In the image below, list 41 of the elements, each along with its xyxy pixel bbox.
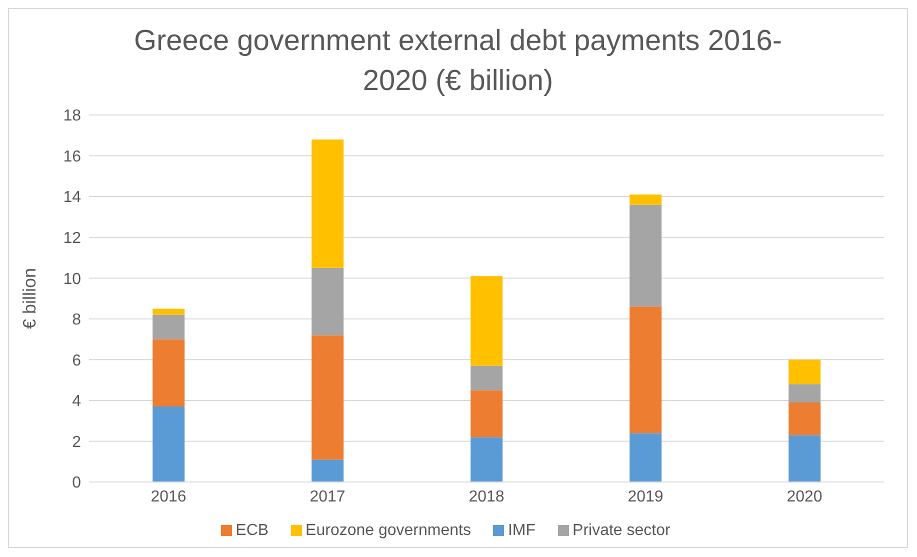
- y-tick-label: 8: [72, 312, 82, 329]
- bar: [630, 306, 662, 434]
- bar: [788, 402, 821, 436]
- bar: [152, 314, 185, 340]
- x-tick-label: 2019: [628, 488, 664, 506]
- legend-label: IMF: [508, 522, 536, 539]
- y-tick-label: 14: [63, 189, 82, 206]
- x-tick-label: 2017: [310, 488, 346, 506]
- y-tick-label: 18: [63, 108, 82, 125]
- x-tick-label: 2020: [786, 488, 822, 506]
- bar: [312, 268, 344, 336]
- bar: [152, 406, 185, 482]
- bar: [312, 139, 344, 268]
- bar: [788, 360, 821, 384]
- y-tick-label: 2: [72, 434, 82, 451]
- legend-label: Eurozone governments: [306, 522, 471, 539]
- y-axis-title: € billion: [19, 268, 40, 330]
- bar: [470, 276, 503, 366]
- y-tick-label: 0: [72, 474, 82, 492]
- bar: [152, 308, 185, 315]
- y-tick-label: 10: [63, 270, 82, 288]
- bar: [312, 335, 344, 460]
- legend-label: ECB: [236, 522, 269, 539]
- bar: [630, 204, 662, 307]
- legend-label: Private sector: [572, 522, 670, 539]
- bar: [470, 437, 503, 482]
- y-tick-label: 4: [72, 393, 82, 410]
- y-tick-label: 6: [72, 352, 82, 370]
- bar: [152, 339, 185, 407]
- x-tick-label: 2018: [468, 488, 504, 506]
- bar: [470, 366, 503, 390]
- y-tick-label: 12: [63, 230, 82, 248]
- bar: [788, 435, 821, 482]
- bar: [788, 384, 821, 402]
- bar: [470, 390, 503, 438]
- bar: [630, 194, 662, 205]
- chart-title: Greece government external debt payments 2016-2020 (€ billion): [132, 24, 784, 99]
- bar: [312, 460, 344, 482]
- x-tick-label: 2016: [150, 488, 186, 506]
- bar: [630, 433, 662, 482]
- y-tick-label: 16: [63, 148, 82, 166]
